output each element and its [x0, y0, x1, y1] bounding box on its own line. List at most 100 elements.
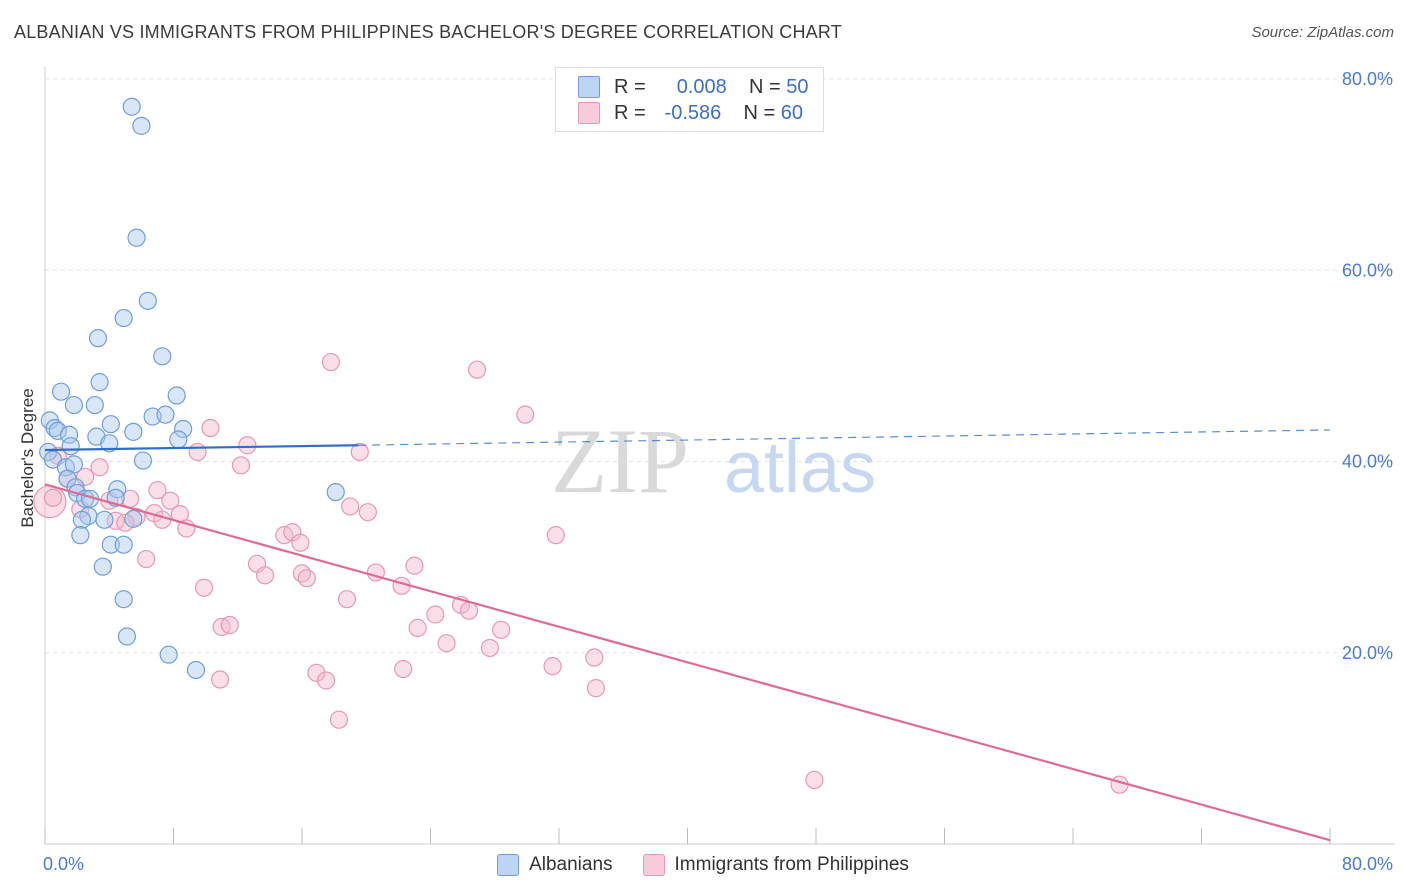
philippines-points [33, 352, 1129, 794]
x-tick-label: 0.0% [43, 854, 84, 874]
philippines-point [437, 634, 456, 653]
philippines-point [480, 638, 500, 658]
philippines-point [408, 618, 427, 637]
grid-lines [45, 78, 1395, 654]
watermark: ZIP atlas [551, 410, 876, 512]
albanians-points [39, 97, 345, 680]
albanians-point [95, 510, 114, 529]
albanians-point [127, 228, 146, 247]
albanians-point [88, 329, 108, 348]
philippines-point [426, 605, 445, 624]
legend-n-value: 60 [780, 101, 803, 124]
philippines-point [329, 710, 349, 729]
watermark-zip: ZIP [551, 410, 689, 512]
albanians-point [64, 395, 84, 415]
philippines-point [394, 659, 413, 679]
philippines-point [459, 601, 479, 620]
source-label: Source: ZipAtlas.com [1251, 24, 1394, 41]
philippines-point [337, 590, 357, 609]
y-tick-label: 40.0% [1342, 452, 1393, 472]
albanians-point [174, 419, 193, 439]
philippines-point [153, 510, 172, 529]
albanians-point [100, 434, 119, 453]
philippines-point [194, 578, 214, 597]
legend-n-label: N = [749, 75, 781, 98]
y-axis-label: Bachelor's Degree [18, 388, 37, 527]
philippines-point [467, 360, 487, 379]
philippines-point [238, 436, 257, 455]
philippines-point [516, 405, 535, 424]
philippines-point [805, 770, 824, 790]
philippines-point [321, 352, 341, 372]
albanians-trend-extension [358, 429, 1331, 446]
philippines-point [543, 657, 562, 676]
y-tick-label: 60.0% [1342, 260, 1393, 280]
philippines-point [137, 549, 156, 569]
albanians-point [326, 483, 345, 502]
philippines-point [43, 488, 63, 507]
philippines-point [341, 497, 360, 516]
legend-r-value: -0.586 [664, 101, 722, 124]
legend-item-philippines: Immigrants from Philippines [642, 854, 909, 876]
albanians-point [153, 347, 172, 366]
albanians-point [132, 116, 151, 135]
legend-row-philippines: R = -0.586 N = 60 [578, 100, 803, 126]
albanians-point [72, 510, 92, 529]
legend-n-value: 50 [786, 75, 809, 98]
albanians-point [71, 526, 90, 545]
philippines-point [546, 526, 565, 545]
albanians-point [167, 386, 186, 405]
albanians-point [156, 405, 175, 424]
philippines-point [585, 648, 604, 667]
y-tick-label: 20.0% [1342, 643, 1393, 663]
legend-swatch-pink [578, 102, 600, 124]
albanians-point [93, 557, 112, 576]
chart-title: ALBANIAN VS IMMIGRANTS FROM PHILIPPINES … [14, 22, 842, 42]
albanians-point [169, 430, 188, 449]
albanians-point [159, 645, 178, 664]
legend-n-label: N = [743, 101, 776, 124]
philippines-point [188, 442, 207, 462]
albanians-point [85, 395, 104, 415]
albanians-point [61, 437, 80, 456]
watermark-atlas: atlas [724, 428, 876, 508]
legend-r-label: R = [614, 101, 646, 124]
legend-r-label: R = [614, 75, 646, 98]
albanians-point [90, 373, 109, 392]
albanians-point [124, 422, 143, 441]
tick-labels: 20.0% 40.0% 60.0% 80.0% 0.0% 80.0% [43, 69, 1393, 874]
philippines-point [210, 670, 230, 689]
philippines-point [492, 620, 511, 639]
philippines-point [127, 507, 146, 527]
philippines-point [307, 663, 326, 682]
philippines-point [255, 566, 275, 585]
albanians-point [124, 509, 143, 528]
albanians-point [138, 291, 157, 310]
philippines-point [297, 569, 316, 588]
legend-row-albanians: R = 0.008 N = 50 [578, 74, 809, 100]
albanians-point [186, 660, 206, 680]
philippines-point [231, 456, 251, 475]
albanians-point [101, 535, 120, 554]
philippines-point [586, 679, 606, 698]
albanians-point [48, 421, 67, 440]
philippines-trend-line [44, 483, 1331, 842]
albanians-point [114, 590, 133, 609]
legend-item-albanians: Albanians [497, 854, 613, 876]
legend-label-albanians: Albanians [529, 854, 613, 875]
philippines-point [90, 458, 109, 477]
legend-swatch-blue [578, 76, 600, 98]
albanians-point [51, 382, 71, 401]
legend-label-philippines: Immigrants from Philippines [674, 854, 909, 875]
legend-swatch-philippines [642, 854, 665, 876]
philippines-point [201, 418, 220, 438]
philippines-point [291, 533, 310, 552]
albanians-point [122, 97, 141, 116]
albanians-point [101, 415, 120, 434]
legend-swatch-albanians [497, 854, 520, 876]
philippines-point [220, 615, 239, 635]
philippines-point [358, 503, 377, 522]
philippines-point [148, 481, 167, 500]
albanians-point [59, 425, 79, 444]
